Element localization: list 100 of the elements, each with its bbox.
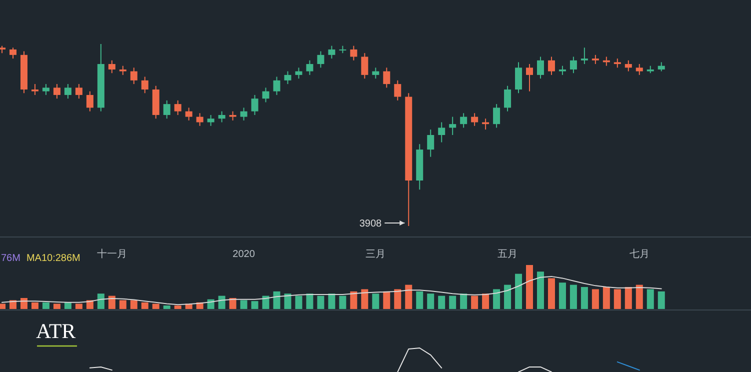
candlestick: [361, 52, 368, 80]
bar: [658, 291, 665, 309]
bar: [361, 289, 368, 309]
bar: [229, 298, 236, 309]
x-tick-label: 五月: [498, 249, 518, 260]
candlestick: [64, 84, 72, 100]
candlestick: [229, 110, 236, 121]
bar: [449, 296, 456, 309]
bar: [174, 305, 182, 309]
bar: [504, 284, 512, 309]
candlestick: [394, 80, 402, 101]
bar: [339, 296, 346, 309]
bar: [580, 287, 588, 309]
x-tick-label: 三月: [366, 249, 386, 260]
bar: [602, 287, 610, 309]
candlestick: [427, 129, 434, 158]
candlestick: [42, 84, 50, 96]
candlestick: [273, 76, 280, 96]
text: 76M: [1, 253, 20, 264]
x-tick-label: 十一月: [96, 248, 127, 260]
bar: [636, 284, 643, 309]
bar: [460, 294, 468, 309]
candlestick: [284, 70, 292, 85]
candlestick: [86, 90, 94, 112]
bar: [372, 294, 380, 309]
candlestick: [251, 94, 258, 116]
bar: [20, 298, 28, 309]
candlestick: [658, 62, 665, 72]
bar: [515, 274, 522, 309]
bar: [592, 289, 599, 309]
candlestick: [174, 100, 182, 116]
bar: [306, 294, 314, 309]
bar: [97, 294, 104, 309]
candlestick: [240, 107, 248, 121]
x-tick-label: 七月: [629, 248, 650, 260]
candlestick: [372, 67, 380, 80]
candlestick: [493, 104, 500, 128]
candlestick: [53, 84, 60, 100]
bar: [350, 291, 358, 309]
bar: [75, 304, 82, 309]
bar: [558, 282, 566, 309]
bar: [295, 296, 302, 309]
bar: [152, 304, 160, 309]
candlestick: [163, 100, 170, 120]
candlestick: [526, 64, 533, 92]
bar: [614, 289, 621, 309]
candlestick: [218, 110, 226, 123]
bar: [482, 294, 490, 309]
bar: [471, 296, 478, 309]
candlestick: [536, 56, 544, 80]
candlestick: [438, 122, 446, 143]
bar: [646, 289, 654, 309]
candlestick: [515, 62, 522, 94]
candlestick: [558, 65, 566, 76]
candlestick: [295, 67, 302, 80]
bar: [42, 302, 50, 309]
candlestick: [185, 107, 192, 121]
bar: [624, 287, 632, 309]
candlestick: [207, 114, 214, 126]
bar: [548, 278, 555, 309]
bar: [119, 300, 126, 309]
bar: [394, 289, 402, 309]
candlestick: [306, 60, 314, 76]
chart-title: ATR: [36, 319, 76, 343]
candlestick: [108, 60, 116, 74]
candlestick: [75, 84, 82, 100]
bar: [240, 300, 248, 309]
bar: [317, 296, 324, 309]
candlestick: [471, 112, 478, 126]
bar: [405, 284, 412, 309]
bar: [218, 296, 226, 309]
text: MA10:286M: [26, 253, 80, 264]
candlestick: [580, 47, 588, 65]
bar: [130, 300, 138, 309]
candlestick: [570, 56, 577, 74]
candlestick: [119, 65, 126, 76]
candlestick: [141, 76, 148, 94]
bar: [251, 301, 258, 309]
annotation: 3908: [359, 218, 382, 230]
bar: [31, 302, 38, 309]
x-tick-label: 2020: [232, 249, 256, 260]
candlestick: [548, 56, 555, 76]
bar: [383, 291, 390, 309]
candlestick: [449, 116, 456, 136]
bar: [141, 302, 148, 309]
candlestick: [504, 85, 512, 112]
candlestick: [262, 87, 270, 103]
bar: [163, 305, 170, 309]
bar: [536, 272, 544, 309]
candlestick: [350, 45, 358, 61]
bar: [570, 284, 577, 309]
bar: [493, 289, 500, 309]
candlestick: [9, 47, 16, 60]
candlestick: [460, 112, 468, 128]
bar: [427, 294, 434, 309]
bar: [273, 291, 280, 309]
candlestick: [636, 64, 643, 76]
candlestick: [31, 84, 38, 96]
candlestick: [130, 67, 138, 85]
bar: [526, 265, 533, 309]
